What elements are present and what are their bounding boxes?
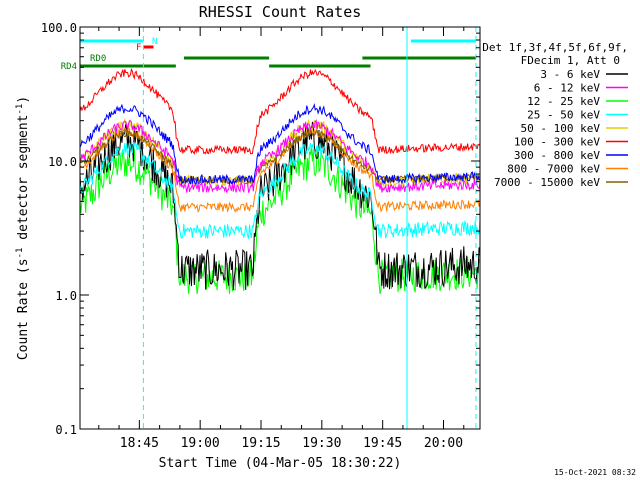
y-axis-label-part-1: Count Rate (s [16, 258, 31, 360]
legend: Det 1f,3f,4f,5f,6f,9f, FDecim 1, Att 0 3… [482, 41, 628, 189]
legend-header-line-1: Det 1f,3f,4f,5f,6f,9f, [482, 41, 628, 54]
x-tick-label: 19:00 [181, 436, 220, 451]
rd0-label: RD0 [90, 54, 106, 64]
y-axis-label-part-3: ) [16, 96, 31, 104]
legend-label: 3 - 6 keV [540, 68, 600, 81]
plot-frame [79, 26, 481, 430]
x-axis-label: Start Time (04-Mar-05 18:30:22) [159, 456, 402, 471]
legend-label: 7000 - 15000 keV [494, 176, 600, 189]
series-layer [79, 68, 481, 295]
legend-label: 12 - 25 keV [527, 95, 600, 108]
y-tick-label: 0.1 [55, 423, 77, 437]
flare-label: F [136, 43, 141, 53]
series-line-5 [79, 68, 481, 155]
series-line-3 [79, 142, 481, 240]
y-axis-label: Count Rate (s-1 detector segment-1) [15, 96, 31, 360]
generated-timestamp: 15-Oct-2021 08:32 [554, 468, 636, 477]
x-tick-label: 20:00 [424, 436, 463, 451]
legend-label: 50 - 100 keV [521, 122, 601, 135]
chart-title: RHESSI Count Rates [199, 3, 362, 21]
y-tick-label: 1.0 [55, 289, 77, 303]
legend-label: 300 - 800 keV [514, 149, 600, 162]
x-tick-label: 19:30 [302, 436, 341, 451]
series-line-2 [79, 146, 481, 295]
series-line-1 [79, 119, 481, 194]
night-label: N [152, 37, 157, 47]
axes-layer: 100.0 10.0 1.0 0.1 18:45 19:00 19:15 19:30 19:45… [41, 21, 480, 451]
series-line-8 [79, 128, 481, 186]
x-tick-label: 18:45 [120, 436, 159, 451]
series-line-0 [79, 121, 481, 291]
series-line-6 [79, 102, 480, 186]
legend-label: 100 - 300 keV [514, 136, 600, 149]
legend-header-line-2: FDecim 1, Att 0 [521, 54, 620, 67]
rd4-label: RD4 [61, 62, 77, 72]
annotation-layer: N F RD0 RD4 [61, 27, 477, 429]
y-axis-label-exponent-1: -1 [15, 248, 25, 259]
y-tick-label: 100.0 [41, 21, 77, 35]
y-tick-label: 10.0 [48, 155, 77, 169]
x-tick-label: 19:15 [241, 436, 280, 451]
legend-label: 6 - 12 keV [534, 82, 601, 95]
x-tick-label: 19:45 [363, 436, 402, 451]
legend-label: 800 - 7000 keV [507, 163, 600, 176]
y-axis-label-part-2: detector segment [16, 115, 31, 248]
series-line-7 [79, 126, 481, 213]
legend-label: 25 - 50 keV [527, 109, 600, 122]
y-axis-label-exponent-2: -1 [15, 104, 25, 115]
